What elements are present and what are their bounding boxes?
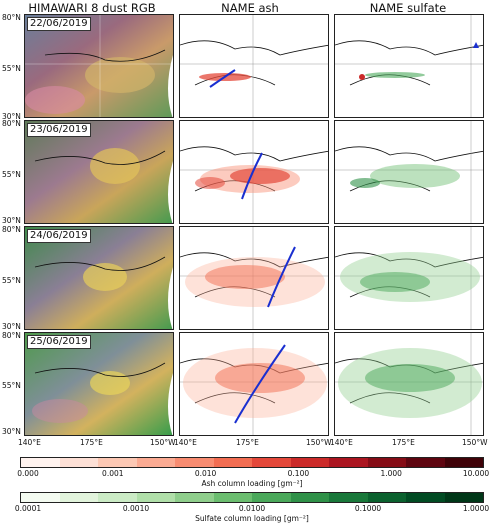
sulfate-map (335, 121, 483, 223)
ash-panel-row-4 (179, 332, 329, 436)
satellite-image (25, 333, 173, 435)
lon-tick-150w-col2: 150°W (306, 438, 332, 447)
colorbar-tick-label: 1.000 (380, 469, 402, 478)
colorbar-tick-label: 0.000 (17, 469, 39, 478)
colorbar-segment (213, 458, 252, 467)
ash-map (180, 121, 328, 223)
colorbar-tick-label: 10.000 (462, 469, 490, 478)
colorbar-segment (329, 458, 368, 467)
column-title-name-sulfate: NAME sulfate (369, 1, 447, 15)
colorbar-segment (175, 458, 214, 467)
ash-panel-row-1 (179, 14, 329, 118)
colorbar-tick-label: 0.0010 (122, 504, 150, 513)
colorbar-segment (252, 458, 291, 467)
colorbar-segment (444, 458, 483, 467)
colorbar-segment (213, 493, 252, 502)
satellite-panel-row-2: 23/06/2019 (24, 120, 174, 224)
lon-tick-150w-col1: 150°W (150, 438, 176, 447)
lon-tick-140e-col3: 140°E (330, 438, 353, 447)
sulfate-panel-row-4 (334, 332, 484, 436)
sulfate-panel-row-2 (334, 120, 484, 224)
colorbar-segment (98, 458, 137, 467)
colorbar-segment (98, 493, 137, 502)
sulfate-colorbar (20, 492, 484, 503)
ash-map (180, 227, 328, 329)
colorbar-segment (252, 493, 291, 502)
colorbar-segment (136, 458, 175, 467)
satellite-image (25, 227, 173, 329)
column-title-himawari: HIMAWARI 8 dust RGB (28, 1, 156, 15)
lon-tick-175e-col3: 175°E (392, 438, 415, 447)
lon-tick-150w-col3: 150°W (462, 438, 488, 447)
satellite-image (25, 121, 173, 223)
colorbar-tick-label: 0.001 (102, 469, 124, 478)
sulfate-map (335, 15, 483, 117)
satellite-image (25, 15, 173, 117)
lon-tick-175e-col2: 175°E (236, 438, 259, 447)
colorbar-segment (290, 493, 329, 502)
satellite-panel-row-3: 24/06/2019 (24, 226, 174, 330)
ash-map (180, 333, 328, 435)
lon-tick-140e-col2: 140°E (174, 438, 197, 447)
satellite-panel-row-4: 25/06/2019 (24, 332, 174, 436)
colorbar-segment (329, 493, 368, 502)
column-title-name-ash: NAME ash (221, 1, 279, 15)
colorbar-tick-label: 0.1000 (354, 504, 382, 513)
sulfate-map (335, 227, 483, 329)
sulfate-panel-row-1 (334, 14, 484, 118)
ash-panel-row-2 (179, 120, 329, 224)
colorbar-segment (136, 493, 175, 502)
colorbar-tick-label: 1.0000 (462, 504, 490, 513)
date-label: 23/06/2019 (27, 123, 91, 137)
lon-tick-140e-col1: 140°E (18, 438, 41, 447)
ash-colorbar-title: Ash column loading [gm⁻²] (201, 479, 303, 488)
ash-colorbar-ticks: 0.000 0.001 0.010 0.100 1.000 10.000 (17, 469, 489, 479)
ash-colorbar (20, 457, 484, 468)
colorbar-tick-label: 0.010 (194, 469, 217, 478)
colorbar-segment (290, 458, 329, 467)
colorbar-segment (175, 493, 214, 502)
sulfate-colorbar-ticks: 0.0001 0.0010 0.0100 0.1000 1.0000 (15, 504, 489, 514)
ash-map (180, 15, 328, 117)
ash-panel-row-3 (179, 226, 329, 330)
colorbar-segment (406, 458, 445, 467)
sulfate-panel-row-3 (334, 226, 484, 330)
colorbar-tick-label: 0.0001 (14, 504, 42, 513)
date-label: 25/06/2019 (27, 335, 91, 349)
colorbar-segment (406, 493, 445, 502)
colorbar-tick-label: 0.100 (287, 469, 310, 478)
colorbar-segment (444, 493, 483, 502)
colorbar-segment (21, 458, 60, 467)
colorbar-segment (59, 493, 98, 502)
colorbar-segment (21, 493, 60, 502)
lon-tick-175e-col1: 175°E (80, 438, 103, 447)
colorbar-segment (367, 458, 406, 467)
colorbar-tick-label: 0.0100 (238, 504, 266, 513)
sulfate-map (335, 333, 483, 435)
sulfate-colorbar-title: Sulfate column loading [gm⁻²] (195, 514, 309, 523)
colorbar-segment (59, 458, 98, 467)
satellite-panel-row-1: 22/06/2019 (24, 14, 174, 118)
colorbar-segment (367, 493, 406, 502)
date-label: 24/06/2019 (27, 229, 91, 243)
date-label: 22/06/2019 (27, 17, 91, 31)
